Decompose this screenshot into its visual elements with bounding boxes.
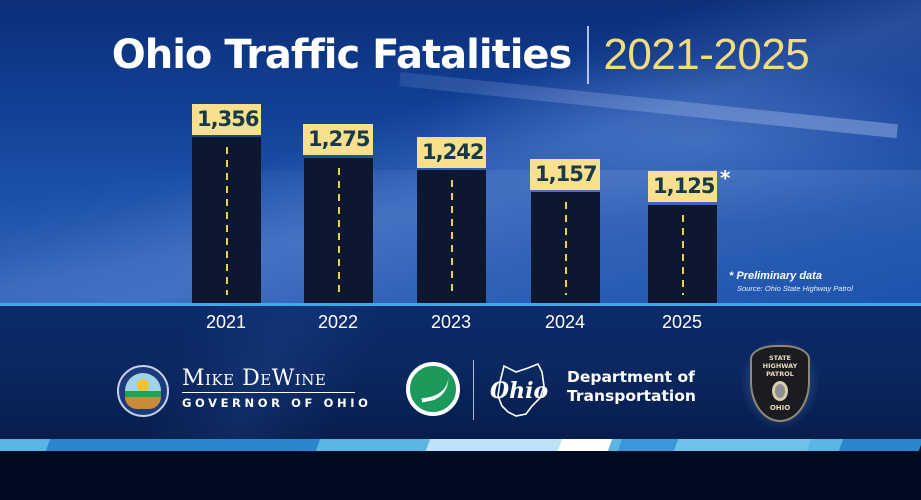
patrol-ohio: OHIO: [769, 404, 791, 412]
title-main: Ohio Traffic Fatalities: [111, 32, 573, 78]
year-label-2022: 2022: [317, 312, 359, 332]
svg-text:Ohio: Ohio: [490, 378, 548, 404]
preliminary-asterisk: *: [720, 166, 731, 190]
lane-dash: [564, 202, 567, 295]
patrol-line1: STATE: [768, 354, 791, 362]
value-label-2024: 1,157: [530, 159, 600, 190]
year-label-2021: 2021: [205, 312, 247, 332]
lane-dash: [450, 180, 453, 295]
patrol-line2: HIGHWAY: [762, 362, 798, 370]
governor-rule: [182, 392, 355, 393]
bar-2025: [648, 205, 717, 303]
value-label-2021: 1,356: [192, 104, 261, 135]
year-label-2024: 2024: [544, 312, 586, 332]
odot-name: Department of Transportation: [567, 368, 696, 406]
preliminary-note: * Preliminary data: [729, 270, 822, 282]
title-separator: [587, 26, 590, 84]
odot-logo-icon: [406, 362, 460, 416]
governor-title: GOVERNOR OF OHIO: [182, 396, 372, 410]
governor-seal-icon: [117, 365, 169, 417]
value-label-2025: 1,125: [648, 171, 717, 202]
decorative-stripe: [0, 439, 921, 451]
odot-line2: Transportation: [567, 387, 696, 405]
governor-name: Mike DeWine: [182, 366, 327, 391]
value-label-2023: 1,242: [417, 137, 486, 168]
chart-baseline: [0, 303, 921, 306]
winged-wheel-icon: [772, 381, 788, 401]
footnote: * Preliminary data Source: Ohio State Hi…: [729, 270, 853, 293]
title-years: 2021-2025: [603, 30, 810, 79]
bar-2024: [531, 192, 600, 303]
patrol-line3: PATROL: [766, 370, 794, 378]
ohio-state-outline-icon: Ohio: [490, 362, 548, 417]
lane-dash: [337, 168, 340, 295]
odot-line1: Department of: [567, 368, 695, 386]
source-note: Source: Ohio State Highway Patrol: [737, 284, 853, 293]
footer-band: [0, 451, 921, 500]
year-label-2023: 2023: [430, 312, 472, 332]
odot-separator: [473, 360, 474, 420]
bar-2021: [192, 137, 261, 303]
lane-dash: [225, 147, 228, 295]
page-title: Ohio Traffic Fatalities 2021-2025: [0, 26, 921, 84]
highway-patrol-badge-icon: STATE HIGHWAY PATROL OHIO: [750, 345, 810, 422]
value-label-2022: 1,275: [303, 124, 373, 155]
lane-dash: [681, 215, 684, 295]
year-label-2025: 2025: [661, 312, 703, 332]
bar-2023: [417, 170, 486, 303]
bar-2022: [304, 158, 373, 303]
